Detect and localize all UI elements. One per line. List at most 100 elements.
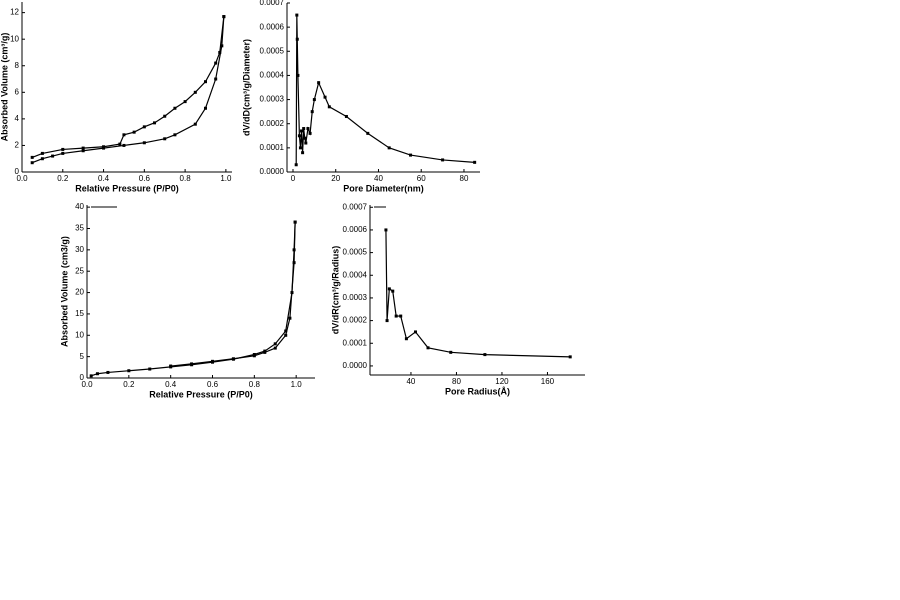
point	[81, 149, 85, 153]
y-tick-label: 0.0005	[343, 248, 368, 257]
y-tick-label: 0.0001	[343, 338, 368, 347]
point	[327, 105, 331, 109]
x-tick-label: 1.0	[220, 174, 232, 183]
y-tick-label: 0.0003	[343, 293, 368, 302]
y-tick-label: 0.0006	[260, 22, 285, 31]
point	[61, 151, 65, 155]
y-tick-label: 0.0007	[343, 202, 368, 211]
y-tick-label: 0.0004	[260, 71, 285, 80]
y-tick-label: 0.0001	[260, 143, 285, 152]
point	[214, 77, 218, 81]
point	[295, 37, 299, 41]
point	[153, 121, 157, 125]
point	[391, 289, 395, 293]
point	[323, 95, 327, 99]
point	[384, 228, 388, 232]
point	[220, 44, 224, 48]
y-tick-label: 4	[15, 114, 20, 123]
y-tick-label: 0.0000	[260, 167, 285, 176]
point	[252, 354, 256, 358]
point	[304, 141, 308, 145]
x-tick-label: 0.0	[81, 380, 93, 389]
y-tick-label: 10	[10, 34, 19, 43]
point	[344, 114, 348, 118]
point	[409, 153, 413, 157]
y-tick-label: 25	[75, 266, 84, 275]
x-tick-label: 80	[460, 174, 469, 183]
y-tick-label: 8	[15, 61, 20, 70]
x-tick-label: 0.6	[139, 174, 151, 183]
y-tick-label: 0.0007	[260, 0, 285, 7]
point	[203, 106, 207, 110]
y-tick-label: 35	[75, 224, 84, 233]
point	[222, 15, 226, 19]
x-axis-label: Relative Pressure (P/P0)	[75, 183, 179, 193]
point	[366, 131, 370, 135]
point	[300, 129, 304, 133]
point	[193, 122, 197, 126]
point	[122, 133, 126, 137]
point	[414, 330, 418, 334]
point	[312, 98, 316, 102]
point	[284, 333, 288, 337]
x-tick-label: 0.2	[57, 174, 69, 183]
y-tick-label: 0	[80, 373, 85, 382]
point	[142, 125, 146, 129]
y-axis-label: Absorbed Volume (cm³/g)	[0, 33, 9, 142]
series-line	[90, 222, 296, 377]
y-tick-label: 0.0004	[343, 270, 368, 279]
point	[173, 106, 177, 110]
point	[102, 145, 106, 149]
x-tick-label: 80	[452, 377, 461, 386]
x-tick-label: 0	[291, 174, 296, 183]
point	[387, 146, 391, 150]
point	[169, 364, 173, 368]
point	[294, 163, 298, 167]
y-tick-label: 2	[15, 141, 20, 150]
x-axis-label: Pore Diameter(nm)	[343, 183, 424, 193]
y-axis-label: dV/dD(cm³/g/Diameter)	[241, 39, 251, 136]
point	[297, 134, 301, 138]
point	[231, 357, 235, 361]
point	[89, 374, 93, 378]
point	[295, 13, 299, 17]
point	[127, 369, 131, 373]
y-tick-label: 6	[15, 87, 20, 96]
y-tick-label: 12	[10, 8, 19, 17]
y-tick-label: 20	[75, 288, 84, 297]
point	[449, 350, 453, 354]
point	[473, 160, 477, 164]
point	[298, 146, 302, 150]
point	[263, 350, 267, 354]
point	[308, 131, 312, 135]
point	[293, 220, 297, 224]
point	[30, 155, 34, 159]
point	[81, 146, 85, 150]
series-line	[31, 16, 225, 158]
y-axis-label: dV/dR(cm³/g/Radius)	[330, 246, 340, 335]
point	[214, 61, 218, 65]
point	[163, 114, 167, 118]
point	[61, 147, 65, 151]
point	[148, 367, 152, 371]
point	[306, 127, 310, 131]
y-tick-label: 5	[80, 352, 85, 361]
y-tick-label: 0.0000	[343, 361, 368, 370]
x-axis-label: Relative Pressure (P/P0)	[149, 389, 253, 399]
point	[303, 136, 307, 140]
point	[292, 261, 296, 265]
point	[385, 319, 389, 323]
x-tick-label: 0.0	[16, 174, 28, 183]
y-tick-label: 0.0006	[343, 225, 368, 234]
x-tick-label: 120	[495, 377, 509, 386]
point	[173, 133, 177, 137]
point	[394, 314, 398, 318]
x-tick-label: 0.4	[165, 380, 177, 389]
y-tick-label: 30	[75, 245, 84, 254]
point	[483, 353, 487, 357]
series-line	[385, 229, 571, 358]
x-tick-label: 40	[374, 174, 383, 183]
point	[95, 372, 99, 376]
